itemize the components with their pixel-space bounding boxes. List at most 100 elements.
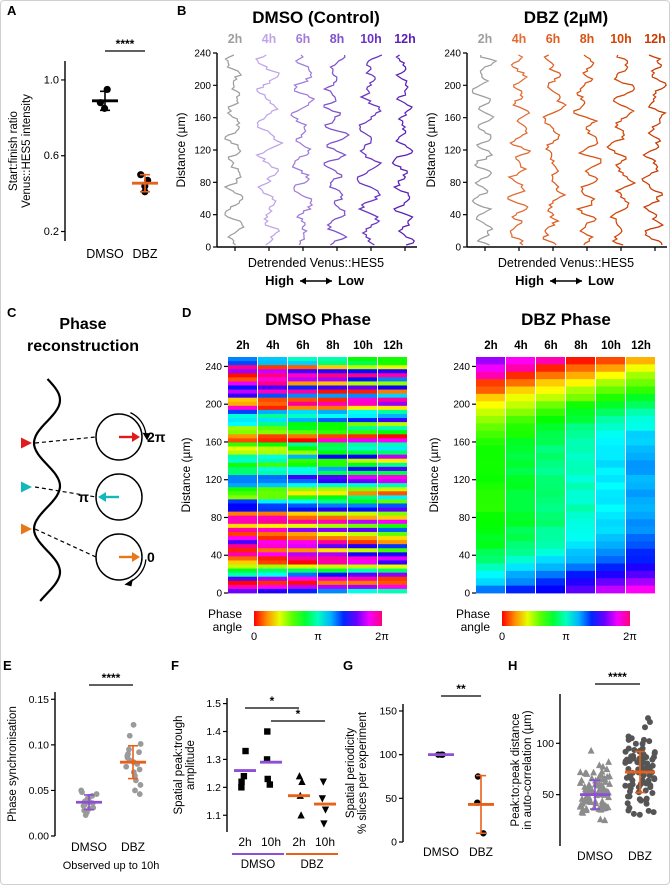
- heatmap-cell: [228, 357, 257, 362]
- heatmap-cell: [566, 408, 595, 417]
- x-axis-label: Detrended Venus::HES5: [498, 256, 634, 270]
- heatmap-cell: [378, 515, 407, 521]
- y-tick-label: 100: [379, 749, 397, 761]
- heatmap-cell: [626, 519, 655, 528]
- heatmap-cell: [318, 397, 347, 403]
- heatmap-cell: [318, 495, 347, 500]
- y-axis-label: Phase synchronisation: [7, 706, 19, 822]
- heatmap-cell: [318, 584, 347, 590]
- heatmap-cell: [228, 523, 257, 529]
- category-label: 2h: [292, 835, 305, 849]
- heatmap-cell: [506, 460, 535, 469]
- heatmap-cell: [228, 389, 257, 395]
- heatmap-cell: [288, 450, 317, 456]
- heatmap-cell: [348, 503, 377, 508]
- y-axis-label: Distance (µm): [174, 113, 188, 188]
- heatmap-cell: [228, 556, 257, 561]
- heatmap-cell: [536, 475, 565, 483]
- phase-marker-arrow: [21, 523, 32, 535]
- heatmap-cell: [626, 504, 655, 513]
- heatmap-cell: [378, 430, 407, 435]
- heatmap-cell: [378, 389, 407, 395]
- data-point: [130, 721, 137, 728]
- y-tick-label: 40: [211, 551, 223, 562]
- arrow-head-right: [326, 277, 332, 285]
- heatmap-cell: [476, 519, 505, 528]
- data-point: [625, 736, 632, 743]
- data-point: [597, 771, 605, 779]
- heatmap-cell: [476, 408, 505, 417]
- y-axis-label: % slices per experiment: [357, 711, 369, 834]
- heatmap-cell: [378, 475, 407, 480]
- heatmap-cell: [378, 377, 407, 382]
- y-axis-label: Peak:to:peak distance: [510, 713, 522, 826]
- heatmap-cell: [228, 564, 257, 569]
- heatmap-cell: [228, 393, 257, 399]
- data-point: [605, 758, 613, 765]
- data-point: [651, 775, 658, 782]
- dashed-connector: [34, 486, 97, 498]
- heatmap-cell: [626, 497, 655, 505]
- data-point: [242, 747, 249, 755]
- category-label: DMSO: [423, 845, 459, 859]
- colorbar-tick: π: [314, 631, 322, 643]
- heatmap-cell: [348, 405, 377, 411]
- x-axis-label: Detrended Venus::HES5: [248, 256, 384, 270]
- heatmap-cell: [506, 445, 535, 454]
- heatmap-cell: [476, 364, 505, 373]
- heatmap-cell: [596, 534, 625, 542]
- heatmap-cell: [506, 563, 535, 572]
- y-tick-label: 120: [205, 475, 222, 486]
- heatmap-cell: [566, 452, 595, 461]
- y-tick-label: 40: [200, 210, 212, 221]
- signal-trace: [573, 54, 602, 246]
- heatmap-cell: [596, 357, 625, 365]
- heatmap-cell: [288, 503, 317, 508]
- heatmap-cell: [476, 511, 505, 520]
- heatmap-cell: [288, 491, 317, 496]
- signal-trace: [542, 54, 567, 246]
- data-point: [643, 800, 650, 807]
- heatmap-cell: [348, 544, 377, 549]
- category-label: DBZ: [121, 840, 145, 854]
- colorbar-tick: 0: [251, 631, 257, 643]
- heatmap-cell: [318, 527, 347, 533]
- column-label: 6h: [296, 340, 309, 352]
- heatmap-cell: [536, 519, 565, 528]
- heatmap-cell: [258, 373, 287, 378]
- y-tick-label: 50: [385, 793, 397, 805]
- heatmap-cell: [596, 511, 625, 520]
- panel-title: DBZ Phase: [521, 310, 611, 329]
- heatmap-cell: [566, 416, 595, 424]
- heatmap-cell: [318, 499, 347, 504]
- heatmap-cell: [536, 386, 565, 395]
- y-tick-label: 0.6: [44, 150, 59, 162]
- column-label: 12h: [383, 340, 403, 352]
- y-tick-label: 160: [444, 113, 461, 124]
- heatmap-cell: [288, 393, 317, 399]
- data-point: [585, 781, 593, 789]
- heatmap-cell: [536, 526, 565, 535]
- signal-trace: [391, 54, 415, 246]
- heatmap-cell: [288, 446, 317, 451]
- heatmap-cell: [258, 377, 287, 382]
- data-point: [136, 791, 143, 797]
- heatmap-cell: [536, 489, 565, 498]
- heatmap-cell: [506, 438, 535, 446]
- heatmap-cell: [288, 373, 317, 378]
- heatmap-cell: [318, 438, 347, 443]
- heatmap-cell: [566, 386, 595, 395]
- heatmap-cell: [476, 497, 505, 505]
- heatmap-cell: [536, 452, 565, 461]
- heatmap-cell: [288, 377, 317, 382]
- y-tick-label: 240: [194, 49, 211, 60]
- heatmap-cell: [318, 483, 347, 488]
- data-point: [595, 761, 603, 769]
- heatmap-cell: [596, 541, 625, 550]
- heatmap-cell: [378, 495, 407, 500]
- data-point: [627, 774, 634, 781]
- panel-label-c: C: [7, 305, 17, 320]
- heatmap-cell: [596, 482, 625, 491]
- time-label: 10h: [610, 32, 632, 46]
- heatmap-cell: [378, 560, 407, 565]
